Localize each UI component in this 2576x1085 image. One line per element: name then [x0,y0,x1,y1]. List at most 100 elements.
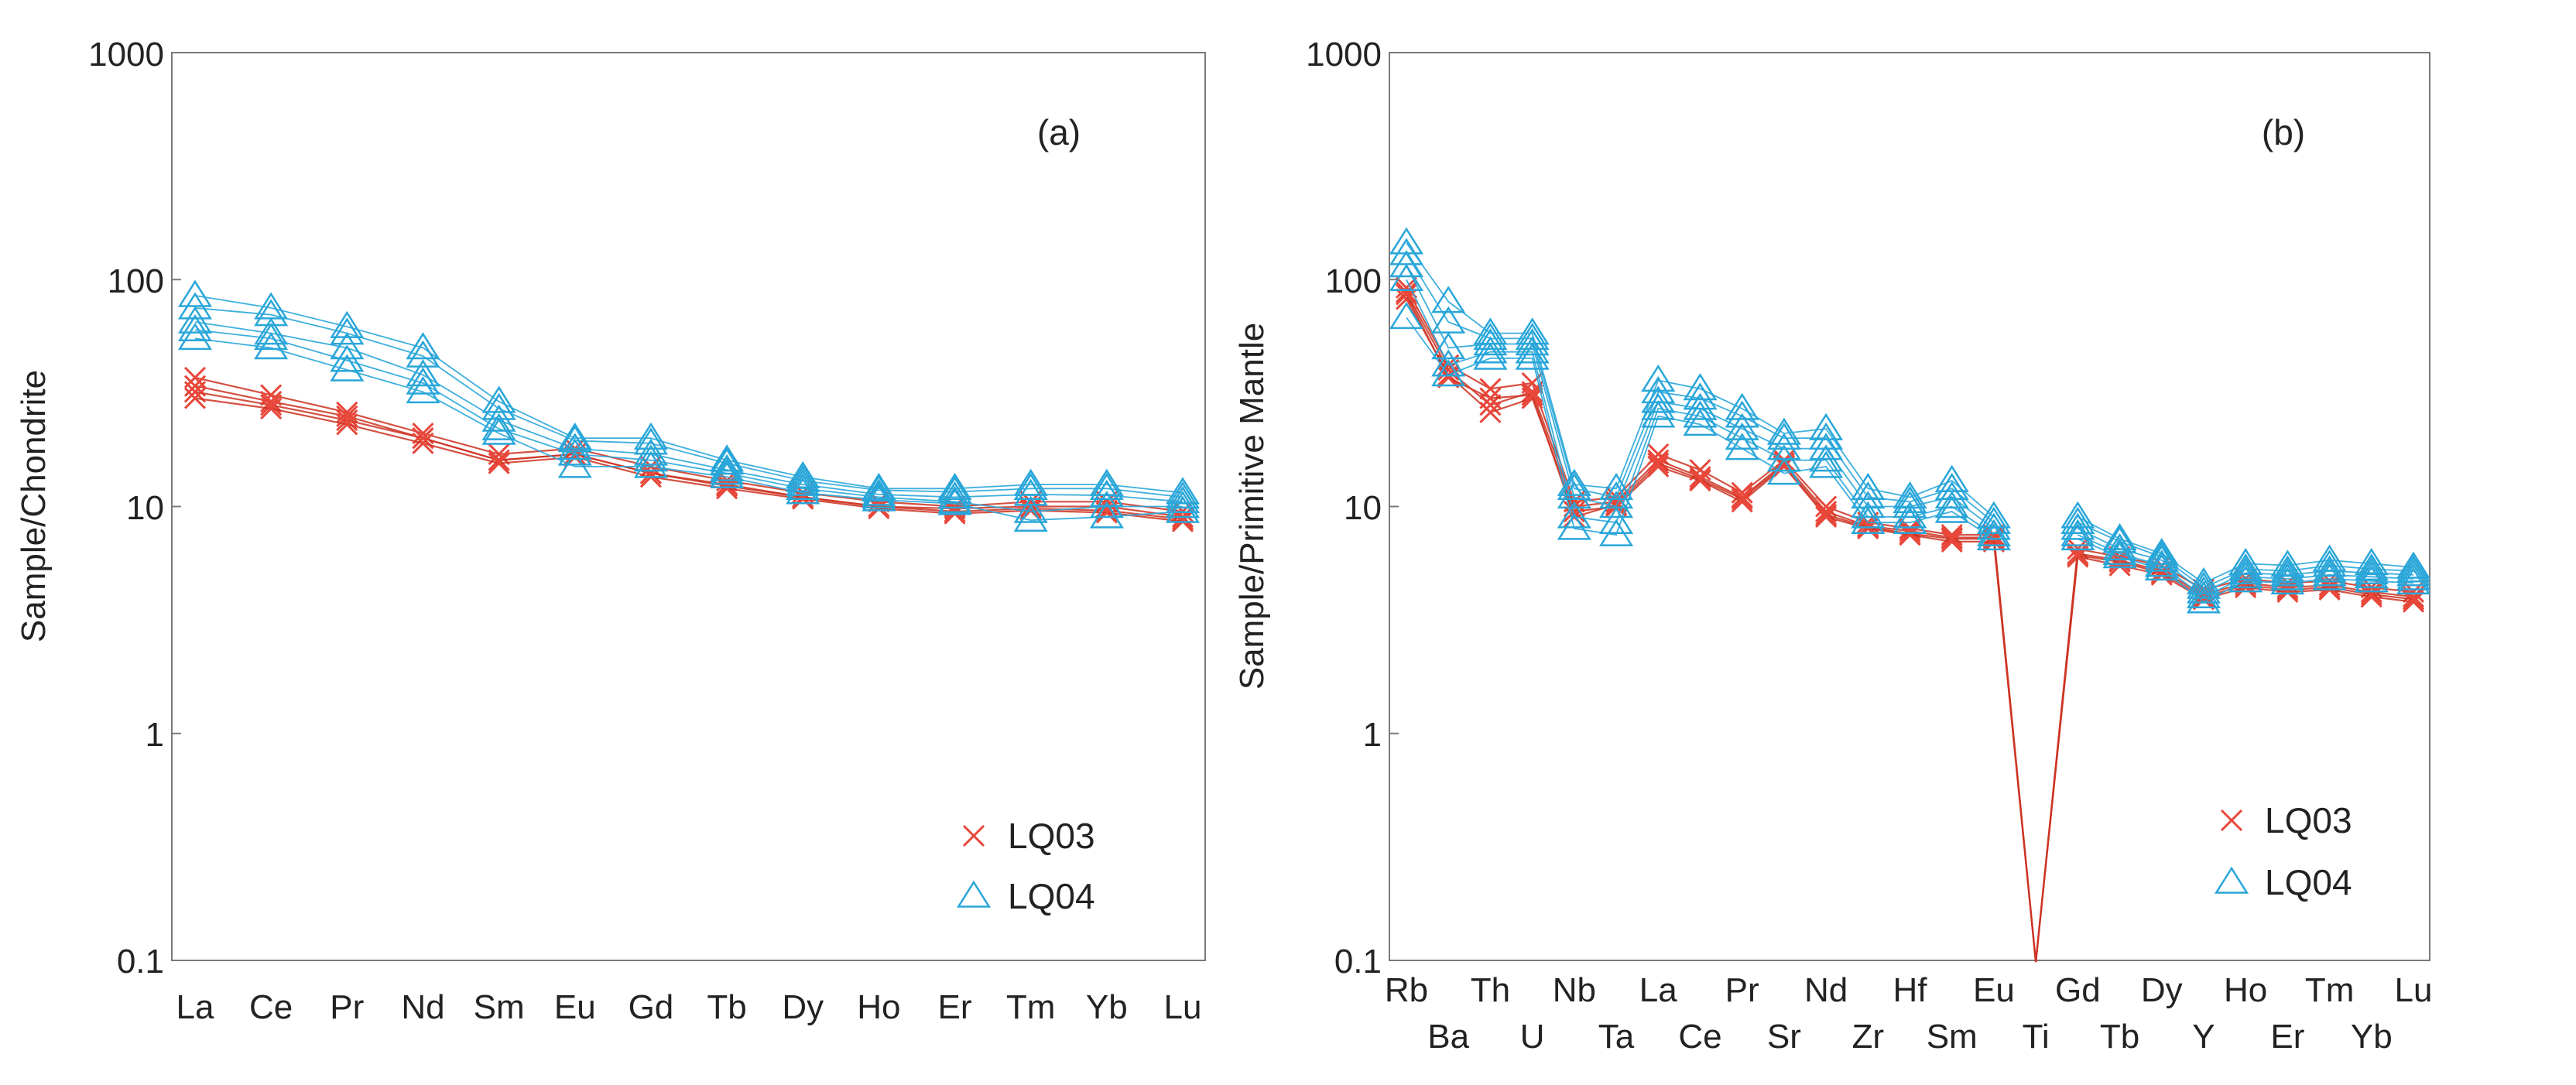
legend: LQ03 LQ04 [956,816,1095,916]
data-point-lq03 [1941,530,1963,553]
data-point-lq04 [1165,495,1201,523]
y-tick-label: 0.1 [117,943,164,981]
data-point-lq04 [1976,512,2011,540]
data-point-lq04 [557,438,592,466]
x-tick-label: Lu [1164,988,1202,1026]
data-point-lq04 [2102,541,2137,569]
data-point-lq04 [1165,477,1201,505]
x-tick-group: La Ce Pr Nd Sm Eu Gd Tb Dy Ho Er Tm Yb Lu [176,988,1202,1026]
data-point-lq03 [1899,520,1921,542]
data-point-lq04 [2396,559,2431,587]
data-point-lq03 [183,387,207,409]
data-point-lq04 [1641,365,1676,392]
data-point-lq04 [481,404,516,432]
data-point-lq04 [481,412,516,440]
data-point-lq04 [1851,506,1886,534]
x-tick-label: Er [2270,1018,2304,1056]
series-line-lq04 [1406,279,2414,598]
data-point-lq04 [2060,501,2095,529]
data-point-lq04 [1725,412,1759,440]
data-point-lq04 [2228,547,2263,576]
data-point-lq04 [1473,336,1508,364]
data-point-lq04 [1766,444,1801,472]
data-point-lq04 [2396,555,2431,583]
data-point-lq04 [710,444,745,472]
x-tick-label: Ba [1427,1018,1469,1056]
data-point-lq03 [1689,468,1711,491]
legend-marker-lq03 [2220,809,2243,832]
x-tick-label: Th [1471,971,1510,1009]
data-point-lq04 [1683,373,1718,401]
data-point-lq04 [1641,385,1676,413]
x-tick-label: Pr [1725,971,1759,1009]
y-tick-group: 0.1 1 10 100 1000 [1306,36,1382,981]
y-tick-label: 0.1 [1334,943,1382,981]
data-point-lq04 [862,474,896,502]
data-point-lq04 [2270,567,2305,595]
x-tick-label: Ta [1598,1018,1635,1056]
data-point-lq04 [1934,495,1969,523]
data-point-lq04 [1431,332,1466,360]
data-point-lq04 [786,460,820,489]
x-tick-label: Dy [782,988,824,1026]
data-point-lq04 [1473,328,1508,356]
legend-label-lq04: LQ04 [1008,876,1095,916]
x-tick-label: Eu [1973,971,2015,1009]
series-line-lq04 [1406,317,2414,603]
data-point-lq04 [1809,444,1844,472]
x-tick-label: Tb [707,988,746,1026]
data-point-lq04 [2228,553,2263,581]
data-point-lq04 [330,354,365,382]
data-point-lq04 [710,454,745,481]
data-point-lq04 [2144,538,2179,566]
data-point-lq03 [1815,505,1838,528]
data-point-lq03 [1815,504,1838,526]
data-point-lq04 [254,317,289,345]
data-point-lq04 [1893,485,1927,514]
x-tick-label: Yb [1086,988,1128,1026]
data-point-lq03 [336,413,358,436]
data-point-lq04 [937,472,972,501]
x-tick-label: Sr [1767,1018,1801,1056]
data-point-lq04 [1389,302,1424,330]
data-point-lq04 [2396,551,2431,579]
data-point-lq04 [1851,472,1886,501]
series-line-lq03 [1406,294,2414,963]
data-point-lq04 [2144,549,2179,577]
x-tick-label: Pr [330,988,364,1026]
data-point-lq04 [177,323,213,351]
data-point-lq04 [862,481,896,509]
data-point-lq04 [330,310,365,338]
panel-label: (b) [2262,112,2305,152]
data-point-lq04 [786,472,820,501]
y-tick-group: 0.1 1 10 100 1000 [88,36,164,981]
data-point-lq04 [254,332,289,360]
chart-panel-a: Sample/Chondrite (a) 0.1 1 10 100 1000 L… [15,36,1206,1026]
data-point-lq04 [1515,342,1550,370]
data-point-lq04 [1934,491,1969,519]
data-point-lq03 [1395,281,1418,303]
data-point-lq03 [1647,452,1670,474]
data-point-lq04 [557,450,592,478]
data-point-lq04 [937,485,972,514]
data-point-lq04 [2102,538,2137,566]
data-point-lq04 [406,340,440,368]
data-point-lq04 [1089,472,1124,501]
data-point-lq04 [1431,359,1466,387]
legend-label-lq04: LQ04 [2265,862,2352,902]
x-tick-label: Ce [249,988,293,1026]
data-point-lq04 [1725,392,1759,420]
panel-label: (a) [1037,112,1081,152]
data-point-lq04 [1557,512,1591,540]
series-line-lq03 [194,397,1184,522]
data-point-lq04 [862,484,896,512]
data-point-lq04 [1683,392,1718,420]
data-point-lq04 [786,477,820,505]
series-line-lq04 [194,295,1184,494]
data-point-lq03 [1479,387,1502,409]
data-point-lq04 [330,344,365,372]
x-tick-label: Tm [1006,988,1056,1026]
data-point-lq04 [2102,525,2137,553]
